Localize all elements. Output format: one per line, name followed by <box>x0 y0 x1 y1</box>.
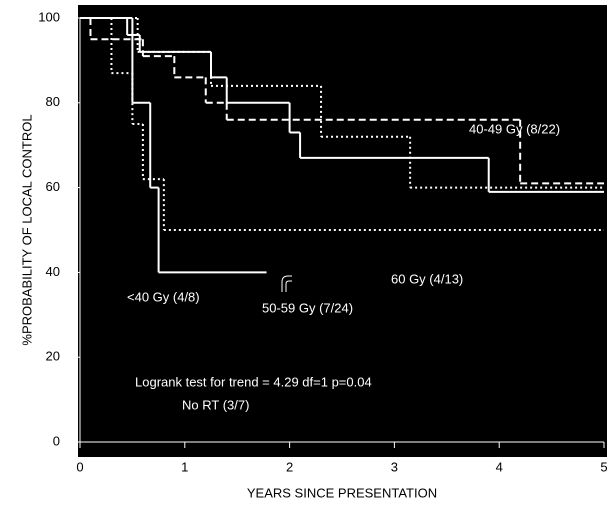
y-tick-label: 40 <box>46 264 60 279</box>
x-tick-label: 4 <box>496 459 503 474</box>
x-tick-label: 0 <box>76 459 83 474</box>
x-tick-label: 3 <box>391 459 398 474</box>
marker-icon <box>281 275 292 292</box>
series-label: No RT (3/7) <box>182 397 249 412</box>
plot-background <box>78 5 607 457</box>
y-axis-title: %PROBABILITY OF LOCAL CONTROL <box>19 114 34 345</box>
y-tick-label: 0 <box>53 433 60 448</box>
x-tick-label: 1 <box>181 459 188 474</box>
y-tick-label: 20 <box>46 349 60 364</box>
y-tick-label: 80 <box>46 94 60 109</box>
series-label: 60 Gy (4/13) <box>391 271 463 286</box>
y-tick-label: 60 <box>46 179 60 194</box>
annotation: Logrank test for trend = 4.29 df=1 p=0.0… <box>135 374 372 389</box>
x-tick-label: 2 <box>286 459 293 474</box>
series-label: 40-49 Gy (8/22) <box>469 121 560 136</box>
y-tick-label: 100 <box>38 9 60 24</box>
series-label: <40 Gy (4/8) <box>127 289 200 304</box>
x-axis-title: YEARS SINCE PRESENTATION <box>247 485 437 500</box>
x-tick-label: 5 <box>600 459 607 474</box>
series-label: 50-59 Gy (7/24) <box>262 300 353 315</box>
